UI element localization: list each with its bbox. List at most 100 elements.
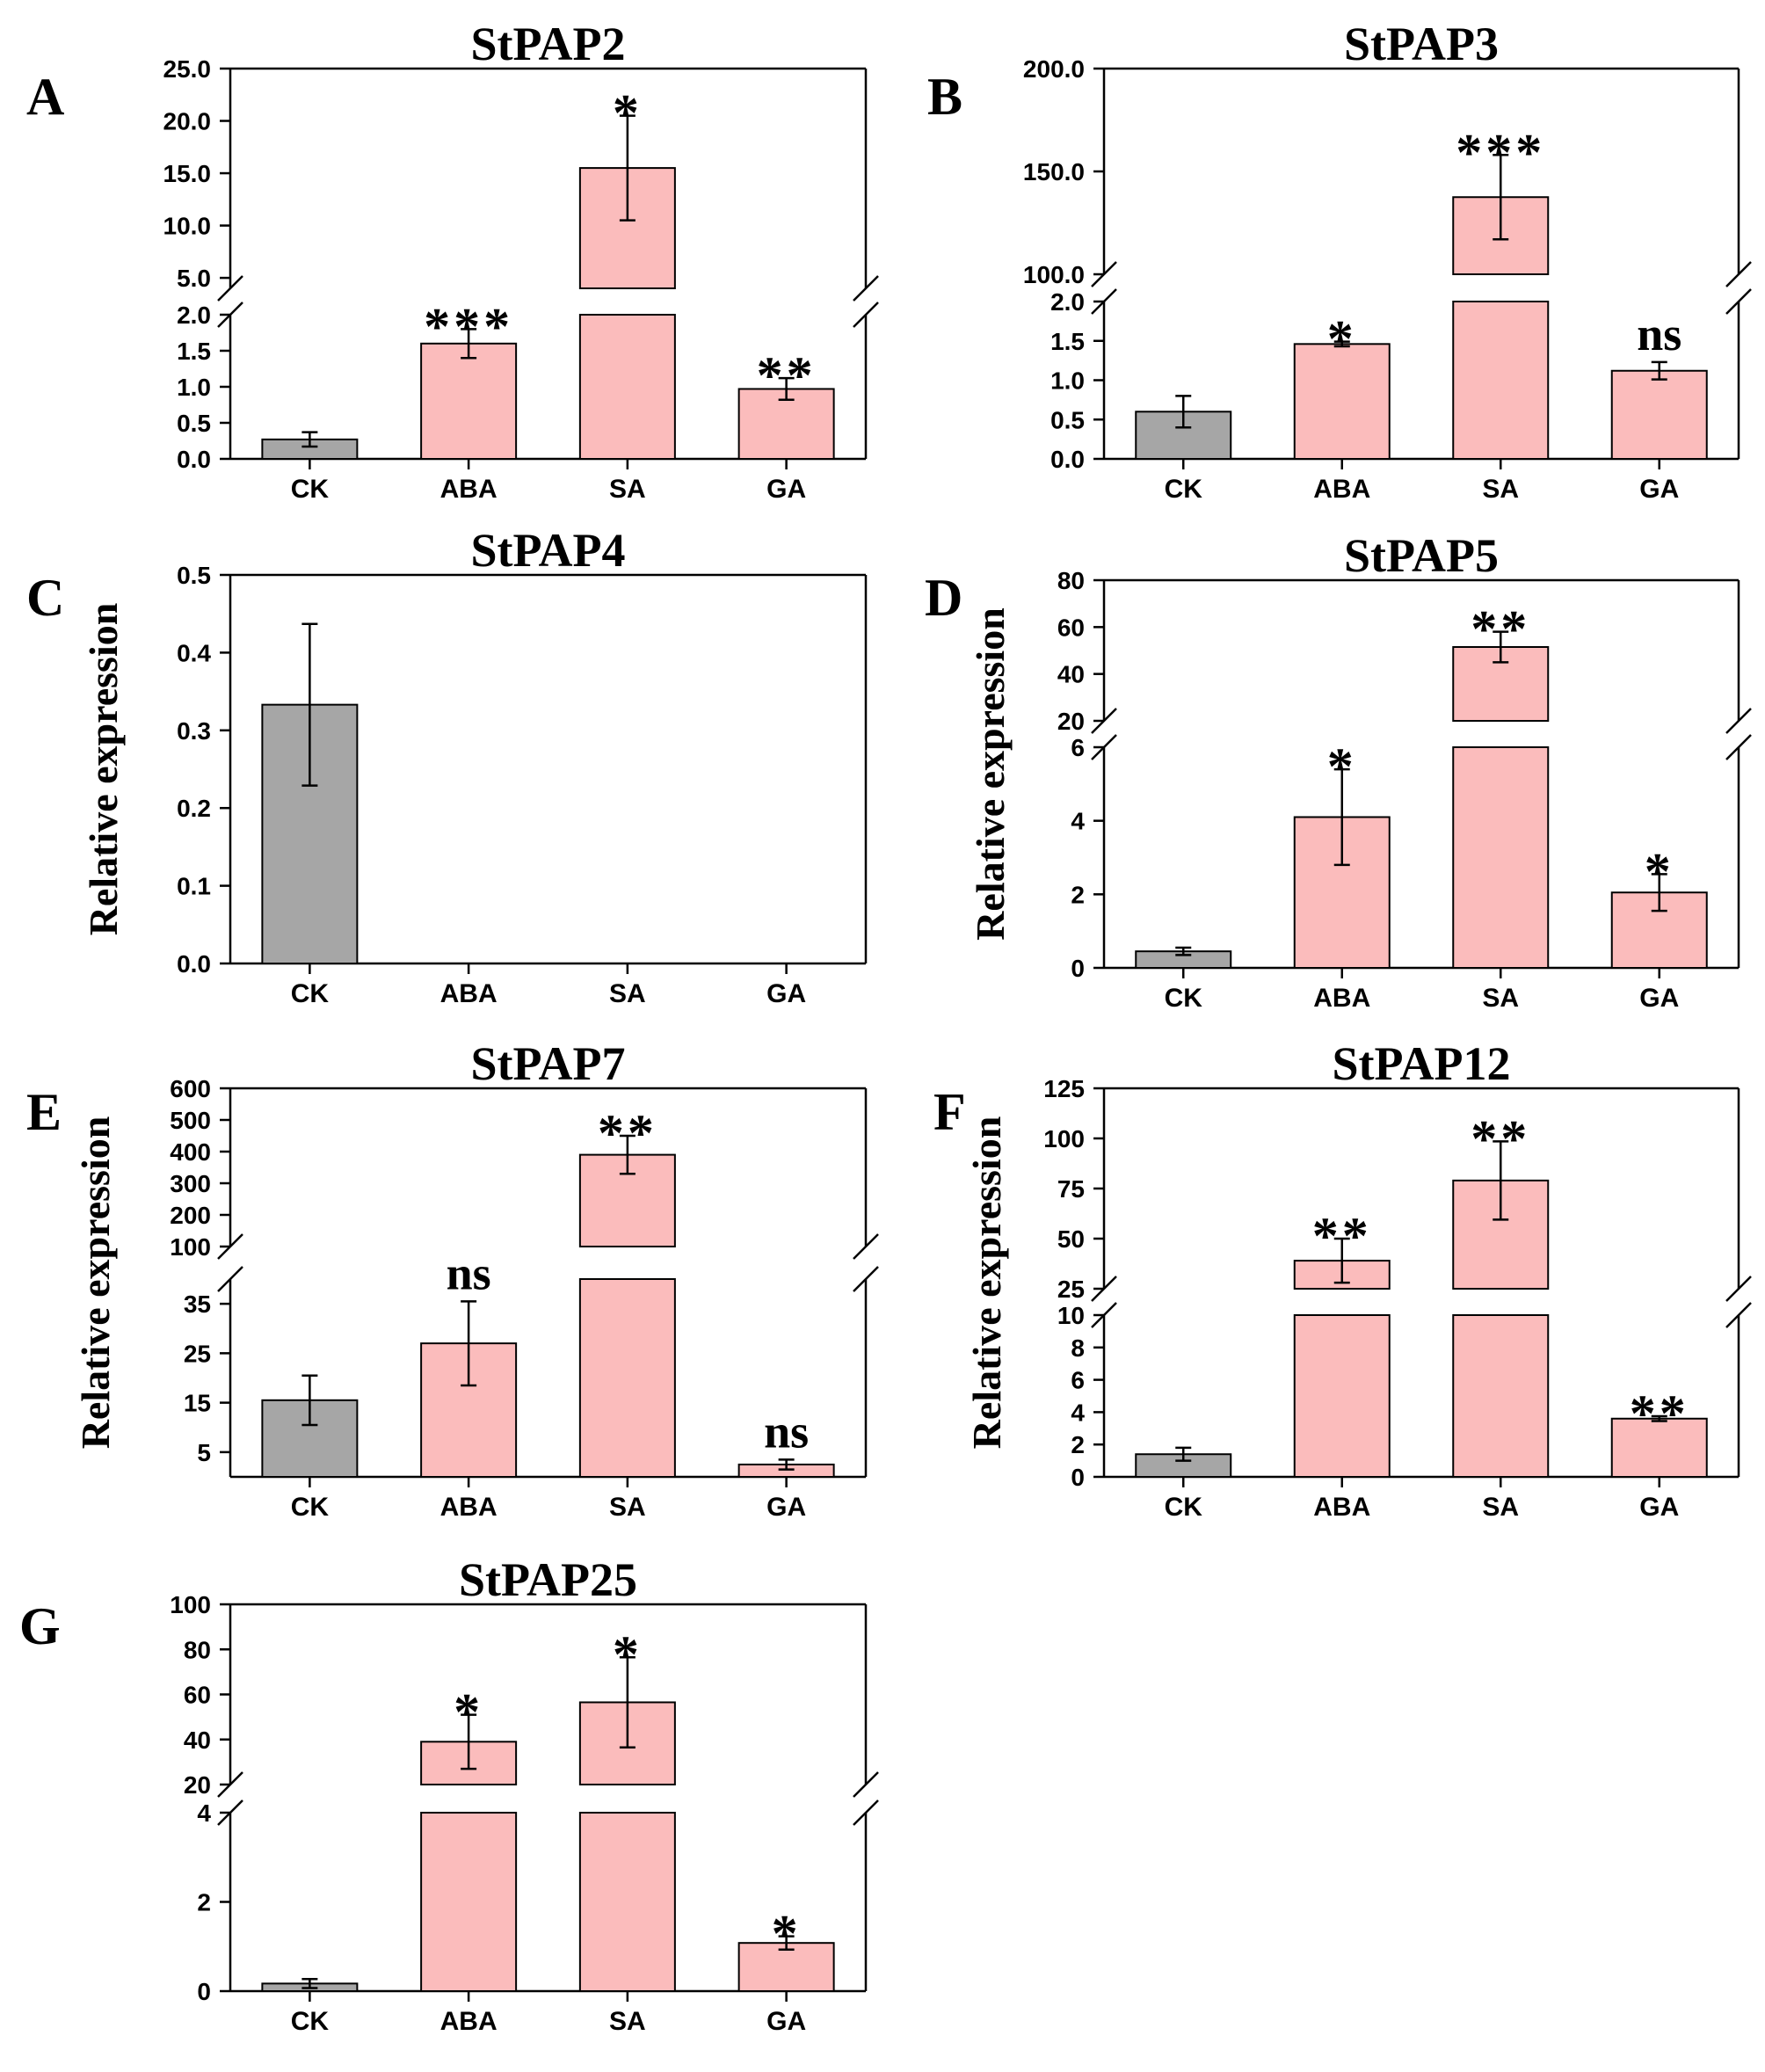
significance-label: ** — [1630, 1385, 1689, 1443]
axis-break-mark-right — [853, 1266, 879, 1292]
y-tick-label: 1.0 — [177, 374, 211, 401]
axis-break-mark-right — [1725, 261, 1752, 287]
y-tick-label: 600 — [170, 1075, 211, 1102]
axis-break-mark-left — [217, 1266, 243, 1292]
y-tick-label: 0.0 — [177, 950, 211, 978]
y-tick-label: 200.0 — [1023, 55, 1085, 83]
y-tick-label: 0.5 — [177, 562, 211, 589]
y-tick-label: 2 — [197, 1889, 211, 1916]
x-tick-label: ABA — [1313, 1493, 1370, 1522]
significance-label: * — [772, 1905, 802, 1963]
x-tick-label: CK — [291, 979, 330, 1008]
y-axis-title: Relative expression — [73, 1116, 118, 1450]
y-tick-label: 6 — [1071, 734, 1085, 761]
y-tick-label: 4 — [197, 1799, 211, 1827]
y-tick-label: 200 — [170, 1202, 211, 1229]
y-tick-label: 100 — [1043, 1125, 1085, 1152]
bar — [578, 1812, 676, 1992]
y-tick-label: 80 — [184, 1636, 211, 1663]
y-tick-label: 4 — [1071, 1399, 1085, 1426]
panel-label: F — [933, 1083, 966, 1141]
significance-label: * — [1645, 842, 1674, 900]
x-tick-label: SA — [609, 475, 646, 504]
significance-label: ns — [1637, 308, 1681, 360]
axis-break-mark-right — [853, 1799, 879, 1826]
significance-label: ** — [1471, 600, 1530, 658]
x-tick-label: CK — [291, 2007, 330, 2036]
panel-label: E — [26, 1083, 62, 1141]
y-tick-label: 25.0 — [163, 55, 212, 83]
bar — [1610, 1417, 1708, 1479]
axis-break-mark-right — [1725, 288, 1752, 315]
y-tick-label: 25 — [184, 1340, 211, 1367]
significance-label: * — [613, 1625, 643, 1683]
x-tick-label: CK — [1165, 475, 1203, 504]
x-tick-label: GA — [766, 475, 806, 504]
panel-label: C — [26, 569, 64, 627]
x-tick-label: ABA — [1313, 984, 1370, 1013]
axis-break-mark-right — [853, 1233, 879, 1260]
panel-label: D — [925, 569, 962, 627]
axis-break-mark-left — [217, 275, 243, 302]
significance-label: ** — [1312, 1207, 1372, 1265]
x-tick-label: SA — [1482, 1493, 1519, 1522]
axis-break-mark-right — [853, 1771, 879, 1798]
y-tick-label: 35 — [184, 1290, 211, 1318]
y-tick-label: 0 — [197, 1978, 211, 2005]
chart-title: StPAP2 — [471, 18, 626, 70]
axis-break-mark-right — [1725, 734, 1752, 760]
significance-label: ns — [764, 1405, 809, 1458]
panel-label: B — [927, 68, 962, 126]
y-axis-title: Relative expression — [968, 607, 1013, 941]
y-tick-label: 2.0 — [177, 302, 211, 329]
bar — [1452, 1314, 1550, 1478]
x-tick-label: ABA — [440, 979, 498, 1008]
y-tick-label: 0.2 — [177, 795, 211, 822]
significance-label: ns — [447, 1247, 491, 1299]
x-tick-label: ABA — [440, 1493, 498, 1522]
x-tick-label: ABA — [1313, 475, 1370, 504]
y-tick-label: 500 — [170, 1107, 211, 1134]
y-tick-label: 2.0 — [1050, 288, 1085, 316]
y-tick-label: 10.0 — [163, 213, 212, 240]
y-tick-label: 0.5 — [1050, 406, 1085, 433]
bar — [578, 1278, 676, 1478]
bar — [1452, 746, 1550, 969]
y-tick-label: 15.0 — [163, 160, 212, 187]
x-tick-label: SA — [609, 979, 646, 1008]
bar — [420, 342, 518, 460]
y-tick-label: 100 — [170, 1233, 211, 1261]
y-tick-label: 20 — [1057, 708, 1085, 735]
panel-g: G StPAP25 0 2 420 40 60 80 100 CK ABA * SA * GA * — [19, 1553, 879, 2036]
chart-title: StPAP3 — [1344, 18, 1499, 70]
axis-break-mark-right — [853, 302, 879, 328]
significance-label: * — [613, 84, 643, 142]
panel-d: D StPAP5 Relative expression 0 2 4 620 40 60 80 CK… — [925, 529, 1752, 1013]
y-tick-label: 20.0 — [163, 108, 212, 135]
y-tick-label: 8 — [1071, 1334, 1085, 1362]
y-tick-label: 1.0 — [1050, 367, 1085, 395]
panel-label: A — [26, 68, 64, 126]
bar — [420, 1812, 518, 1992]
y-tick-label: 15 — [184, 1390, 211, 1417]
significance-label: * — [1327, 310, 1357, 368]
bar — [1452, 301, 1550, 460]
y-tick-label: 1.5 — [177, 338, 211, 365]
y-tick-label: 100 — [170, 1591, 211, 1618]
chart-title: StPAP4 — [471, 524, 626, 577]
chart-title: StPAP7 — [471, 1037, 626, 1090]
x-tick-label: GA — [1639, 475, 1679, 504]
chart-title: StPAP12 — [1333, 1037, 1511, 1090]
y-tick-label: 60 — [184, 1682, 211, 1709]
x-tick-label: CK — [1165, 984, 1203, 1013]
x-tick-label: ABA — [440, 2007, 498, 2036]
x-tick-label: SA — [609, 1493, 646, 1522]
y-tick-label: 4 — [1071, 808, 1085, 835]
y-tick-label: 0 — [1071, 955, 1085, 982]
y-tick-label: 100.0 — [1023, 261, 1085, 288]
y-tick-label: 60 — [1057, 614, 1085, 641]
y-tick-label: 2 — [1071, 1431, 1085, 1458]
y-tick-label: 2 — [1071, 881, 1085, 908]
